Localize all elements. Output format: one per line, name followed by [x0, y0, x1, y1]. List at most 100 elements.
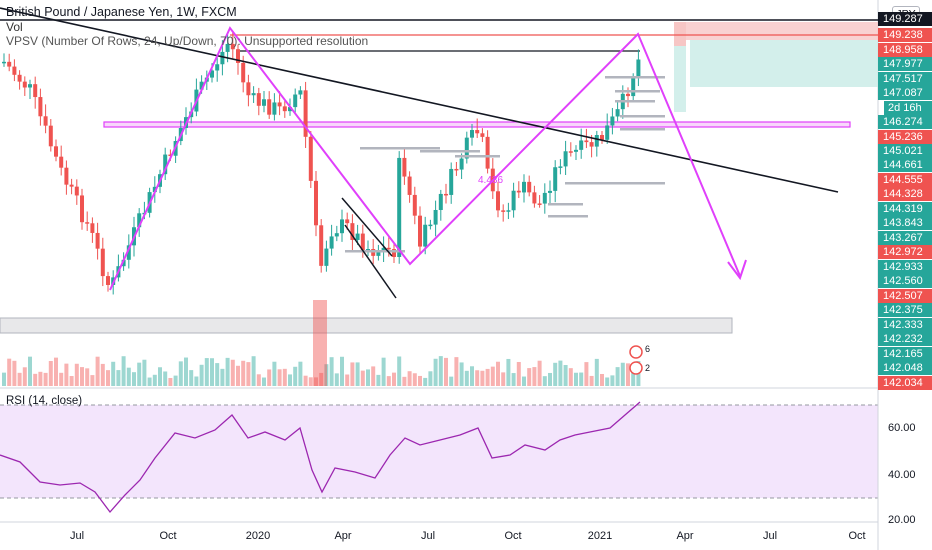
volume-bar [392, 372, 396, 386]
volume-bar [194, 376, 199, 386]
volume-profile-row [455, 155, 500, 158]
volume-bar [433, 358, 438, 386]
volume-bar [236, 365, 240, 386]
descending-trendline[interactable] [0, 7, 839, 193]
price-tag: 142.048 [878, 361, 932, 375]
volume-bar [48, 360, 53, 386]
volume-bar [204, 358, 209, 386]
volume-bar [116, 370, 121, 386]
volume-profile-row [548, 215, 588, 218]
volume-profile-row [620, 128, 665, 131]
candle-body [340, 219, 344, 234]
price-tag: 142.507 [878, 289, 932, 303]
candle-body [59, 156, 64, 168]
candle-body [288, 107, 292, 112]
dividend-icon-1[interactable] [629, 345, 643, 359]
candle-body [532, 192, 537, 204]
candle-body [558, 166, 563, 168]
candle-body [199, 81, 204, 90]
candle-body [454, 168, 459, 171]
candle-body [464, 137, 469, 159]
volume-bar [480, 370, 485, 386]
volume-bar [43, 372, 48, 386]
volume-profile-row [345, 250, 405, 253]
volume-bar [558, 360, 563, 386]
pattern-label: 4.436 [478, 175, 503, 186]
volume-profile-row [620, 115, 665, 118]
candle-body [163, 154, 168, 175]
volume-profile-row [420, 150, 480, 153]
volume-bar [64, 363, 69, 386]
volume-bar [152, 374, 157, 386]
candle-body [511, 190, 516, 211]
candle-body [506, 210, 511, 212]
price-tag: 144.319 [878, 202, 932, 216]
support-zone-box [0, 317, 733, 334]
price-tag: 145.021 [878, 144, 932, 158]
volume-bar [594, 358, 599, 386]
candle-body [7, 61, 12, 67]
candle-body [579, 140, 584, 150]
volume-bar [438, 356, 443, 386]
volume-bar [532, 367, 537, 386]
candle-body [168, 154, 173, 157]
volume-bar [256, 374, 261, 386]
volume-bar [246, 362, 251, 386]
volume-bar [251, 356, 256, 386]
candle-body [496, 191, 500, 211]
price-tag: 145.236 [878, 130, 932, 144]
target-zone-bar [674, 40, 686, 112]
volume-bar [90, 375, 95, 386]
volume-bar [371, 366, 376, 386]
candle-body [33, 84, 38, 98]
candle-body [236, 49, 240, 63]
volume-bar [189, 370, 194, 386]
vpsv-legend[interactable]: VPSV (Number Of Rows, 24, Up/Down, 70): … [6, 34, 369, 48]
symbol-title[interactable]: British Pound / Japanese Yen, 1W, FXCM [6, 5, 237, 19]
candle-body [74, 186, 79, 196]
volume-bar [470, 366, 474, 386]
candle-body [626, 93, 630, 97]
candle-body [267, 99, 272, 115]
volume-bar [537, 360, 542, 386]
candle-body [584, 140, 589, 143]
candle-body [563, 151, 568, 167]
bar-countdown: 2d 16h [884, 101, 932, 115]
volume-bar [464, 370, 469, 386]
candle-body [631, 77, 636, 97]
price-tag: 142.165 [878, 347, 932, 361]
candle-body [574, 149, 578, 152]
price-tag: 142.375 [878, 303, 932, 317]
candle-body [381, 247, 386, 252]
volume-legend[interactable]: Vol [6, 20, 23, 34]
vol-badge-count-1: 6 [645, 344, 650, 354]
harmonic-pattern-line[interactable] [109, 26, 741, 291]
candle-body [553, 167, 558, 191]
volume-bar [95, 356, 100, 386]
volume-bar [69, 376, 74, 386]
candle-body [376, 251, 381, 256]
candle-body [334, 233, 339, 237]
volume-bar [215, 363, 220, 386]
candle-body [246, 82, 251, 96]
volume-bar [33, 373, 38, 386]
rsi-axis-label: 40.00 [888, 469, 916, 481]
candle-body [600, 135, 604, 140]
volume-bar [511, 373, 516, 386]
candle-body [298, 90, 303, 95]
candle-body [48, 125, 53, 147]
volume-bar [7, 358, 12, 386]
volume-bar [324, 364, 329, 386]
volume-bar [444, 357, 448, 386]
rsi-legend[interactable]: RSI (14, close) [6, 395, 83, 407]
candle-body [397, 157, 402, 257]
price-tag: 142.333 [878, 318, 932, 332]
volume-profile-row [565, 182, 665, 185]
volume-bar [589, 375, 594, 386]
candle-body [95, 232, 100, 249]
volume-bar [553, 362, 558, 386]
candle-body [152, 186, 157, 193]
dividend-icon-2[interactable] [629, 361, 643, 375]
candle-body [210, 70, 214, 78]
